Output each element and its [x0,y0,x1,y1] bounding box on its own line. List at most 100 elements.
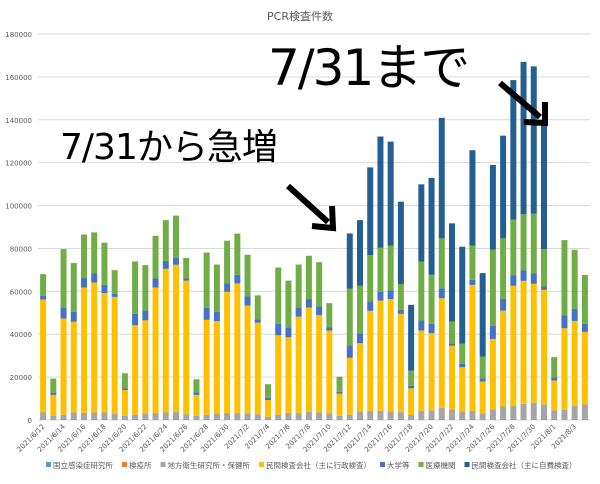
bar-segment [438,407,445,419]
bar-segment [377,300,384,411]
bar-segment [101,293,108,413]
bar-segment [469,410,476,419]
bar-segment [581,418,588,420]
bar-segment [213,321,220,414]
bar-segment [449,418,455,420]
y-tick-label: 100000 [5,203,32,211]
y-tick-label: 160000 [5,74,32,82]
bar-segment [70,412,77,419]
bar-segment [459,363,466,368]
bar-segment [193,415,200,419]
bar-segment [336,415,343,419]
bar-segment [121,418,128,420]
bar-segment [152,418,159,420]
bar-segment [551,377,558,381]
bar-segment [152,412,159,419]
bar-segment [418,418,425,420]
bar-segment [541,286,547,290]
bar-segment [275,335,282,415]
bar-segment [510,406,517,419]
bar-segment [449,345,455,410]
bar-segment [541,418,547,420]
bar-segment [408,385,415,389]
bar-segment [367,410,374,419]
bar-segment [316,412,323,419]
bar-segment [357,333,363,344]
bar-segment [459,418,466,420]
bar-segment [162,260,169,269]
bar-segment [397,284,404,310]
legend-swatch [46,462,51,467]
bar-segment [142,413,149,419]
bar-segment [70,311,77,322]
bar-segment [520,280,527,404]
bar-segment [367,301,374,311]
bar-segment [244,296,251,306]
bar-segment [479,273,486,357]
bar-segment [541,249,547,287]
bar-segment [551,380,558,411]
bar-segment [520,61,527,215]
bar-segment [438,288,445,299]
bar-segment [479,378,486,382]
bar-segment [387,418,394,420]
bar-segment [367,167,374,256]
bar-segment [541,289,547,405]
bar-segment [81,412,87,419]
bar-segment [530,283,537,403]
bar-segment [162,268,169,413]
bar-segment [50,378,57,393]
bar-segment [183,280,190,415]
bar-segment [326,418,333,420]
bar-segment [367,255,374,302]
bar-segment [162,220,169,261]
bar-segment [530,418,537,420]
bar-segment [40,418,47,420]
bar-segment [275,323,282,336]
bar-segment [40,274,47,296]
bar-segment [213,264,220,312]
bar-segment [479,381,486,414]
bar-segment [244,305,251,414]
bar-segment [581,323,588,332]
bar-segment [60,318,67,415]
bar-segment [469,279,476,285]
bar-segment [234,233,241,275]
legend-label: 民間検査会社（主に自費検査） [472,460,577,470]
bar-segment [316,306,323,316]
bar-segment [285,418,292,420]
bar-segment [336,391,343,394]
bar-segment [142,265,149,311]
bar-segment [142,320,149,414]
legend-swatch [464,462,470,467]
bar-segment [265,416,271,419]
bar-segment [479,413,486,419]
bar-segment [367,418,374,420]
bar-segment [571,320,578,407]
bar-segment [91,232,98,274]
bar-segment [530,66,537,214]
bar-segment [121,415,128,419]
bar-segment [520,270,527,281]
bar-segment [387,299,394,412]
bar-segment [60,418,67,420]
bar-segment [418,184,425,262]
bar-segment [459,411,466,419]
bar-segment [438,117,445,239]
chart-title: PCR検査件数 [267,9,333,23]
bar-segment [489,338,496,410]
bar-segment [193,392,200,395]
bar-segment [40,299,47,413]
bar-segment [489,325,496,339]
bar-segment [489,249,496,326]
bar-segment [561,328,568,410]
bar-segment [91,418,98,420]
bar-segment [275,418,282,420]
bar-segment [408,415,415,419]
bar-segment [387,141,394,246]
bar-segment [40,295,47,300]
bar-segment [408,388,415,416]
bar-segment [173,257,179,265]
bar-segment [101,242,108,285]
bar-segment [500,238,507,299]
